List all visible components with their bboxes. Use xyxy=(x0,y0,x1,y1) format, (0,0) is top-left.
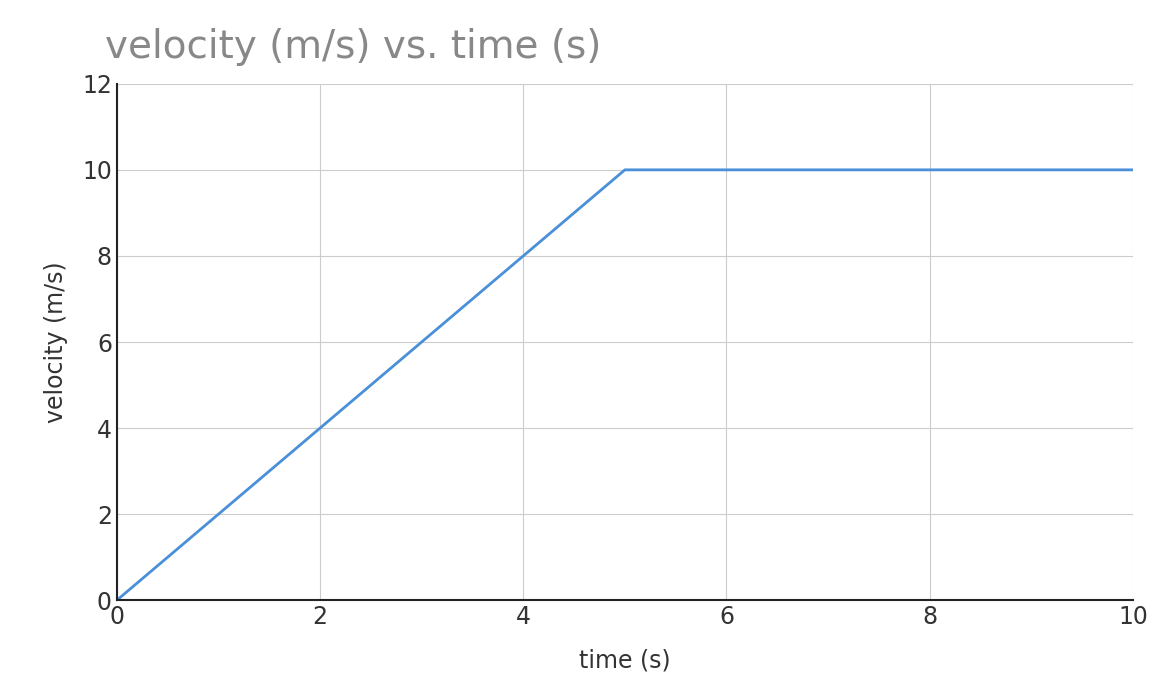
Text: velocity (m/s) vs. time (s): velocity (m/s) vs. time (s) xyxy=(105,28,602,66)
Y-axis label: velocity (m/s): velocity (m/s) xyxy=(44,261,68,423)
X-axis label: time (s): time (s) xyxy=(579,648,670,673)
